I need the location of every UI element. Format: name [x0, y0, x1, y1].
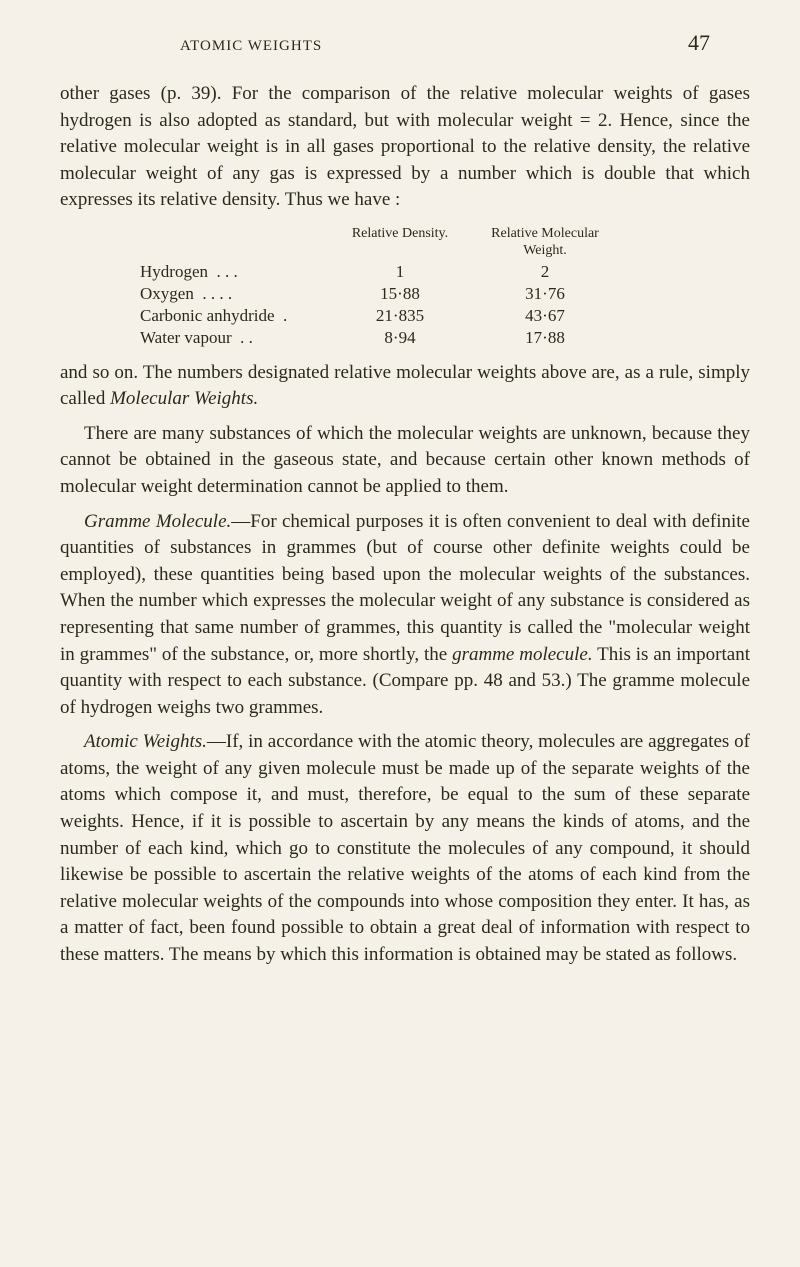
table-row: Carbonic anhydride . 21·835 43·67 — [140, 306, 750, 326]
row-weight: 17·88 — [470, 328, 620, 348]
table-header-row: Relative Density. Relative Molecular Wei… — [140, 226, 750, 260]
paragraph-1: other gases (p. 39). For the comparison … — [60, 81, 750, 214]
page-header: ATOMIC WEIGHTS 47 — [60, 30, 750, 56]
row-density: 8·94 — [330, 328, 470, 348]
row-label: Oxygen . . . . — [140, 284, 330, 304]
table-row: Oxygen . . . . 15·88 31·76 — [140, 284, 750, 304]
table-row: Water vapour . . 8·94 17·88 — [140, 328, 750, 348]
page-number: 47 — [688, 30, 710, 56]
paragraph-2: and so on. The numbers designated relati… — [60, 360, 750, 413]
paragraph-3: There are many substances of which the m… — [60, 421, 750, 501]
row-density: 15·88 — [330, 284, 470, 304]
row-density: 21·835 — [330, 306, 470, 326]
table-header-density: Relative Density. — [330, 226, 470, 260]
gas-table: Relative Density. Relative Molecular Wei… — [140, 226, 750, 348]
table-header-empty — [140, 226, 330, 260]
row-label: Hydrogen . . . — [140, 262, 330, 282]
row-weight: 43·67 — [470, 306, 620, 326]
paragraph-5: Atomic Weights.—If, in accordance with t… — [60, 729, 750, 968]
running-title: ATOMIC WEIGHTS — [180, 38, 322, 55]
row-label: Carbonic anhydride . — [140, 306, 330, 326]
table-header-weight: Relative Molecular Weight. — [470, 226, 620, 260]
table-row: Hydrogen . . . 1 2 — [140, 262, 750, 282]
row-label: Water vapour . . — [140, 328, 330, 348]
row-density: 1 — [330, 262, 470, 282]
paragraph-4: Gramme Molecule.—For chemical purposes i… — [60, 509, 750, 722]
row-weight: 2 — [470, 262, 620, 282]
row-weight: 31·76 — [470, 284, 620, 304]
